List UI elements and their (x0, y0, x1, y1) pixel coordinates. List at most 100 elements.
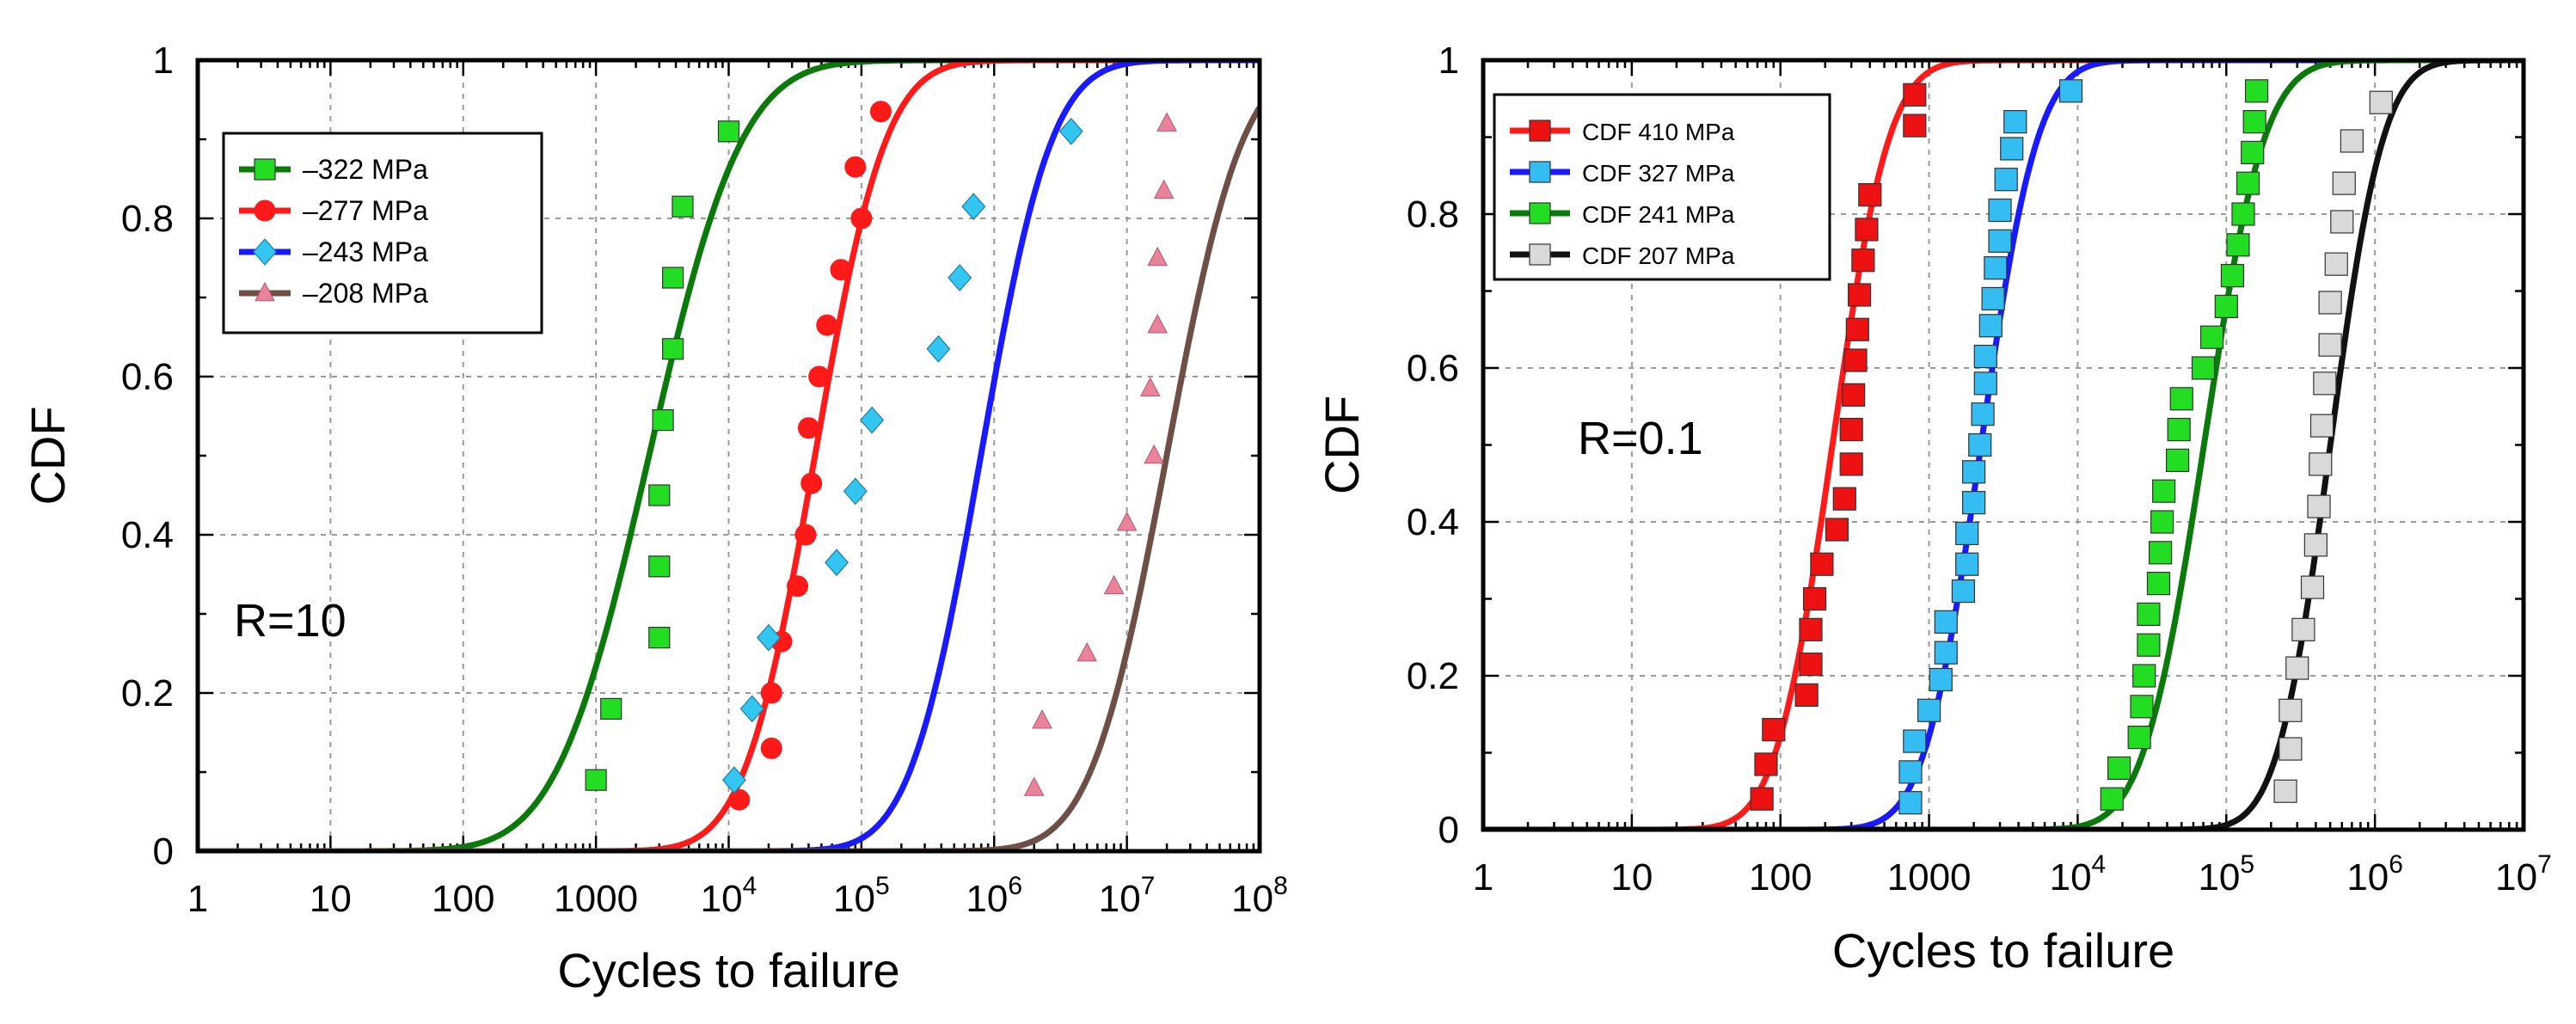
data-point-series-1 (1955, 552, 1979, 576)
data-point-series-3 (2369, 90, 2393, 114)
data-point-series-1 (1934, 610, 1958, 634)
x-tick-label: 106 (2346, 850, 2403, 898)
data-point-series-0 (652, 409, 674, 432)
data-point-series-1 (1929, 667, 1953, 692)
data-point-series-1 (760, 737, 782, 759)
data-point-series-0 (662, 338, 684, 360)
data-point-series-2 (2226, 233, 2250, 257)
x-tick-labels: 1 10 100 1000 104 105 106 107 108 (187, 872, 1288, 920)
data-point-series-1 (869, 101, 892, 123)
data-point-series-0 (1799, 652, 1823, 677)
legend-label-2: –243 MPa (303, 236, 428, 267)
data-point-series-1 (1898, 760, 1923, 784)
legend-label-0: CDF 410 MPa (1582, 119, 1735, 145)
x-tick-label: 100 (1749, 856, 1812, 898)
y-tick-label: 1 (153, 40, 174, 82)
condition-annotation: R=0.1 (1578, 413, 1703, 464)
data-point-series-1 (1973, 371, 1997, 395)
data-point-series-1 (1981, 286, 2005, 311)
data-point-series-3 (2324, 252, 2348, 276)
fit-line-series-2 (198, 60, 1260, 851)
plot-frame (1481, 58, 2526, 832)
chart-r10: 1 10 100 1000 104 105 106 107 108 0 0.2 0.4 0.6 0.8 1 C… (21, 40, 1288, 997)
plot-frame (195, 58, 1262, 854)
data-point-series-1 (844, 156, 867, 178)
data-point-series-2 (2167, 418, 2191, 442)
data-point-series-0 (1832, 487, 1856, 511)
data-point-series-0 (1794, 683, 1819, 707)
legend: CDF 410 MPa CDF 327 MPa CDF 241 MPa CDF 207… (1493, 93, 1831, 281)
data-point-series-2 (843, 477, 868, 506)
data-point-series-1 (1955, 521, 1979, 546)
data-point-series-1 (728, 788, 751, 811)
x-tick-labels: 1 10 100 1000 104 105 106 107 (1473, 850, 2552, 898)
data-point-series-2 (2148, 541, 2173, 565)
legend-label-1: CDF 327 MPa (1582, 160, 1735, 187)
data-point-series-2 (721, 766, 746, 794)
data-point-series-3 (2309, 414, 2334, 438)
data-point-series-1 (1978, 314, 2003, 338)
data-point-series-3 (2318, 291, 2342, 315)
data-point-series-0 (1903, 83, 1927, 107)
data-point-series-3 (2303, 533, 2328, 557)
data-point-series-2 (926, 334, 951, 363)
data-point-series-0 (1810, 552, 1834, 576)
fit-line-series-1 (198, 60, 1260, 851)
legend-marker-3 (1529, 243, 1551, 266)
data-point-series-1 (1898, 791, 1923, 815)
x-tick-label: 10 (1610, 856, 1653, 898)
data-point-series-1 (1962, 460, 1986, 484)
data-point-series-0 (1839, 452, 1863, 476)
legend-marker-1 (1529, 161, 1551, 183)
data-point-series-2 (2127, 725, 2151, 750)
data-point-series-0 (1754, 752, 1778, 776)
data-point-series-0 (1851, 248, 1875, 273)
y-tick-label: 0.6 (121, 356, 174, 398)
data-markers (1750, 79, 2393, 815)
y-tick-label: 0.8 (121, 198, 174, 240)
data-point-series-2 (2191, 356, 2216, 380)
legend-label-1: –277 MPa (303, 195, 428, 226)
x-tick-label: 1000 (554, 878, 638, 920)
data-point-series-3 (2285, 656, 2309, 680)
data-point-series-2 (961, 193, 986, 221)
legend-marker-2 (1529, 202, 1551, 224)
x-tick-label: 1 (1473, 856, 1493, 898)
data-point-series-1 (816, 314, 838, 336)
y-tick-label: 0.2 (121, 672, 174, 714)
data-point-series-2 (948, 264, 972, 291)
data-point-series-2 (2236, 171, 2260, 195)
data-point-series-2 (2231, 202, 2255, 226)
x-tick-label: 100 (432, 878, 494, 920)
data-point-series-2 (2100, 787, 2124, 811)
y-tick-labels: 0 0.2 0.4 0.6 0.8 1 (1407, 40, 1459, 851)
data-point-series-1 (1917, 698, 1941, 722)
x-tick-label: 1 (187, 878, 208, 920)
y-axis-title: CDF (1315, 395, 1369, 494)
data-point-series-3 (2307, 494, 2331, 518)
data-point-series-3 (2291, 617, 2315, 641)
legend-label-2: CDF 241 MPa (1582, 201, 1735, 228)
data-point-series-2 (2220, 264, 2245, 288)
data-point-series-1 (1903, 729, 1927, 753)
data-point-series-1 (1988, 198, 2012, 223)
data-point-series-3 (1116, 512, 1138, 531)
data-point-series-1 (2000, 137, 2024, 161)
fit-line-series-3 (198, 106, 1260, 851)
data-point-series-1 (787, 575, 809, 598)
data-point-series-2 (2150, 510, 2174, 534)
x-tick-label: 105 (833, 872, 890, 920)
data-point-series-3 (2279, 698, 2303, 722)
data-point-series-2 (824, 549, 849, 577)
data-point-series-0 (648, 484, 671, 506)
data-point-series-3 (2318, 333, 2342, 357)
data-point-series-3 (2330, 210, 2354, 234)
legend-marker-3 (255, 281, 275, 302)
data-point-series-0 (1843, 348, 1868, 372)
data-point-series-2 (2152, 479, 2176, 503)
data-point-series-2 (2107, 756, 2131, 781)
data-point-series-2 (756, 623, 781, 652)
data-point-series-1 (1962, 491, 1986, 515)
legend-marker-0 (1529, 120, 1551, 142)
